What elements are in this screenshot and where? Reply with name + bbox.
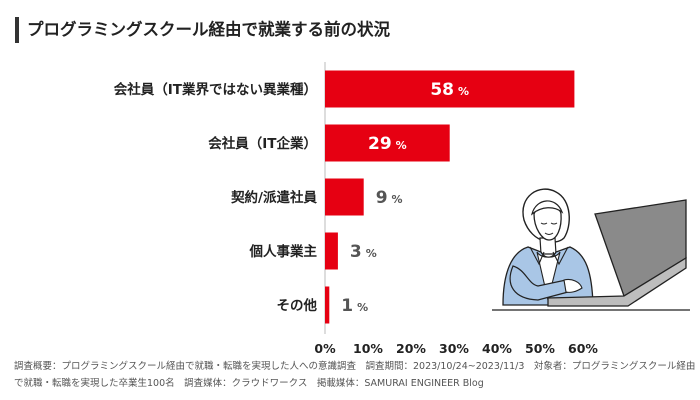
category-label: 会社員（IT業界ではない異業種） bbox=[114, 81, 317, 98]
x-tick-label: 40% bbox=[482, 341, 512, 356]
bar-chart-plot: 会社員（IT業界ではない異業種） 58 % 会社員（IT企業） 29 % 契約/派遣社員 9%… bbox=[114, 62, 598, 356]
data-label: 9% bbox=[376, 188, 403, 208]
category-label: 会社員（IT企業） bbox=[208, 135, 317, 152]
x-tick-label: 60% bbox=[568, 341, 598, 356]
category-label: その他 bbox=[277, 297, 318, 314]
x-tick-label: 10% bbox=[353, 341, 383, 356]
footnote-line-2: で就職・転職を実現した卒業生100名 調査媒体：クラウドワークス 掲載媒体：SA… bbox=[14, 378, 484, 389]
category-label: 契約/派遣社員 bbox=[230, 189, 317, 206]
footnote-line-1: 調査概要：プログラミングスクール経由で就職・転職を実現した人への意識調査 調査期… bbox=[14, 361, 696, 372]
woman-using-laptop-illustration bbox=[492, 188, 690, 311]
page-title: プログラミングスクール経由で就業する前の状況 bbox=[27, 20, 390, 39]
x-tick-label: 0% bbox=[314, 341, 336, 356]
data-label: 3% bbox=[350, 242, 377, 262]
bar bbox=[325, 124, 450, 162]
bar bbox=[325, 232, 338, 270]
data-label: 1% bbox=[341, 296, 368, 316]
x-tick-label: 50% bbox=[525, 341, 555, 356]
survey-footnote: 調査概要：プログラミングスクール経由で就職・転職を実現した人への意識調査 調査期… bbox=[14, 358, 696, 392]
bar bbox=[325, 178, 364, 216]
x-tick-label: 30% bbox=[439, 341, 469, 356]
title-accent-bar bbox=[15, 17, 19, 43]
category-label: 個人事業主 bbox=[249, 243, 318, 260]
bar bbox=[325, 70, 575, 108]
x-tick-label: 20% bbox=[396, 341, 426, 356]
data-label: 58% bbox=[430, 80, 469, 100]
data-label: 29% bbox=[368, 134, 407, 154]
bar bbox=[325, 286, 330, 324]
